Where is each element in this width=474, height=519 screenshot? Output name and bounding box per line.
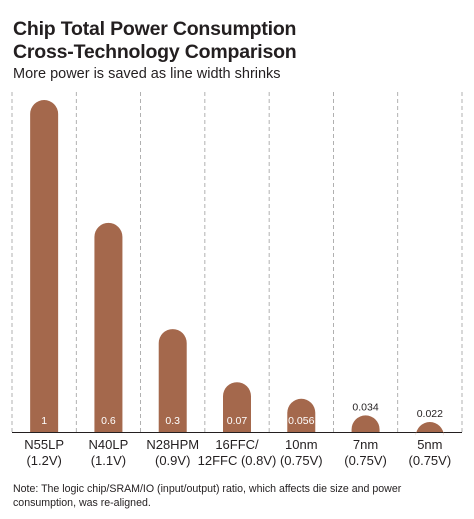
- x-tick-label: (0.75V): [344, 453, 387, 468]
- x-tick-label: N55LP: [24, 437, 64, 452]
- x-tick-label: (1.1V): [91, 453, 126, 468]
- x-tick-label: 16FFC/: [215, 437, 259, 452]
- x-tick-label: (0.75V): [409, 453, 452, 468]
- bar-n55lp: [30, 100, 59, 433]
- x-tick-label: 12FFC (0.8V): [198, 453, 277, 468]
- bar-value-label: 0.07: [227, 415, 248, 427]
- x-tick-label: N28HPM: [146, 437, 199, 452]
- bar-n28hpm: [158, 329, 187, 432]
- bar-10nm: [287, 398, 316, 432]
- bar-value-label: 0.034: [352, 401, 378, 413]
- bar-value-label: 0.056: [288, 415, 314, 427]
- chart-title-line-2: Cross-Technology Comparison: [13, 41, 297, 63]
- bar-7nm: [351, 415, 380, 432]
- x-tick-label: (0.9V): [155, 453, 190, 468]
- bar-16ffc: [223, 382, 251, 432]
- bar-value-label: 0.022: [417, 408, 443, 420]
- x-tick-label: 5nm: [417, 437, 442, 452]
- x-tick-label: (0.75V): [280, 453, 323, 468]
- bar-value-label: 0.6: [101, 415, 116, 427]
- bar-value-label: 0.3: [165, 415, 180, 427]
- x-tick-label: N40LP: [89, 437, 129, 452]
- footnote: Note: The logic chip/SRAM/IO (input/outp…: [13, 483, 402, 509]
- chart-subtitle: More power is saved as line width shrink…: [13, 66, 281, 82]
- x-tick-label: 10nm: [285, 437, 318, 452]
- bar-value-label: 1: [41, 415, 47, 427]
- bar-n40lp: [94, 222, 123, 432]
- chart-title: Chip Total Power Consumption Cross-Techn…: [13, 18, 297, 64]
- x-tick-label: 7nm: [353, 437, 378, 452]
- x-tick-label: (1.2V): [26, 453, 61, 468]
- chart-title-line-1: Chip Total Power Consumption: [13, 18, 297, 40]
- bar-5nm: [415, 422, 444, 437]
